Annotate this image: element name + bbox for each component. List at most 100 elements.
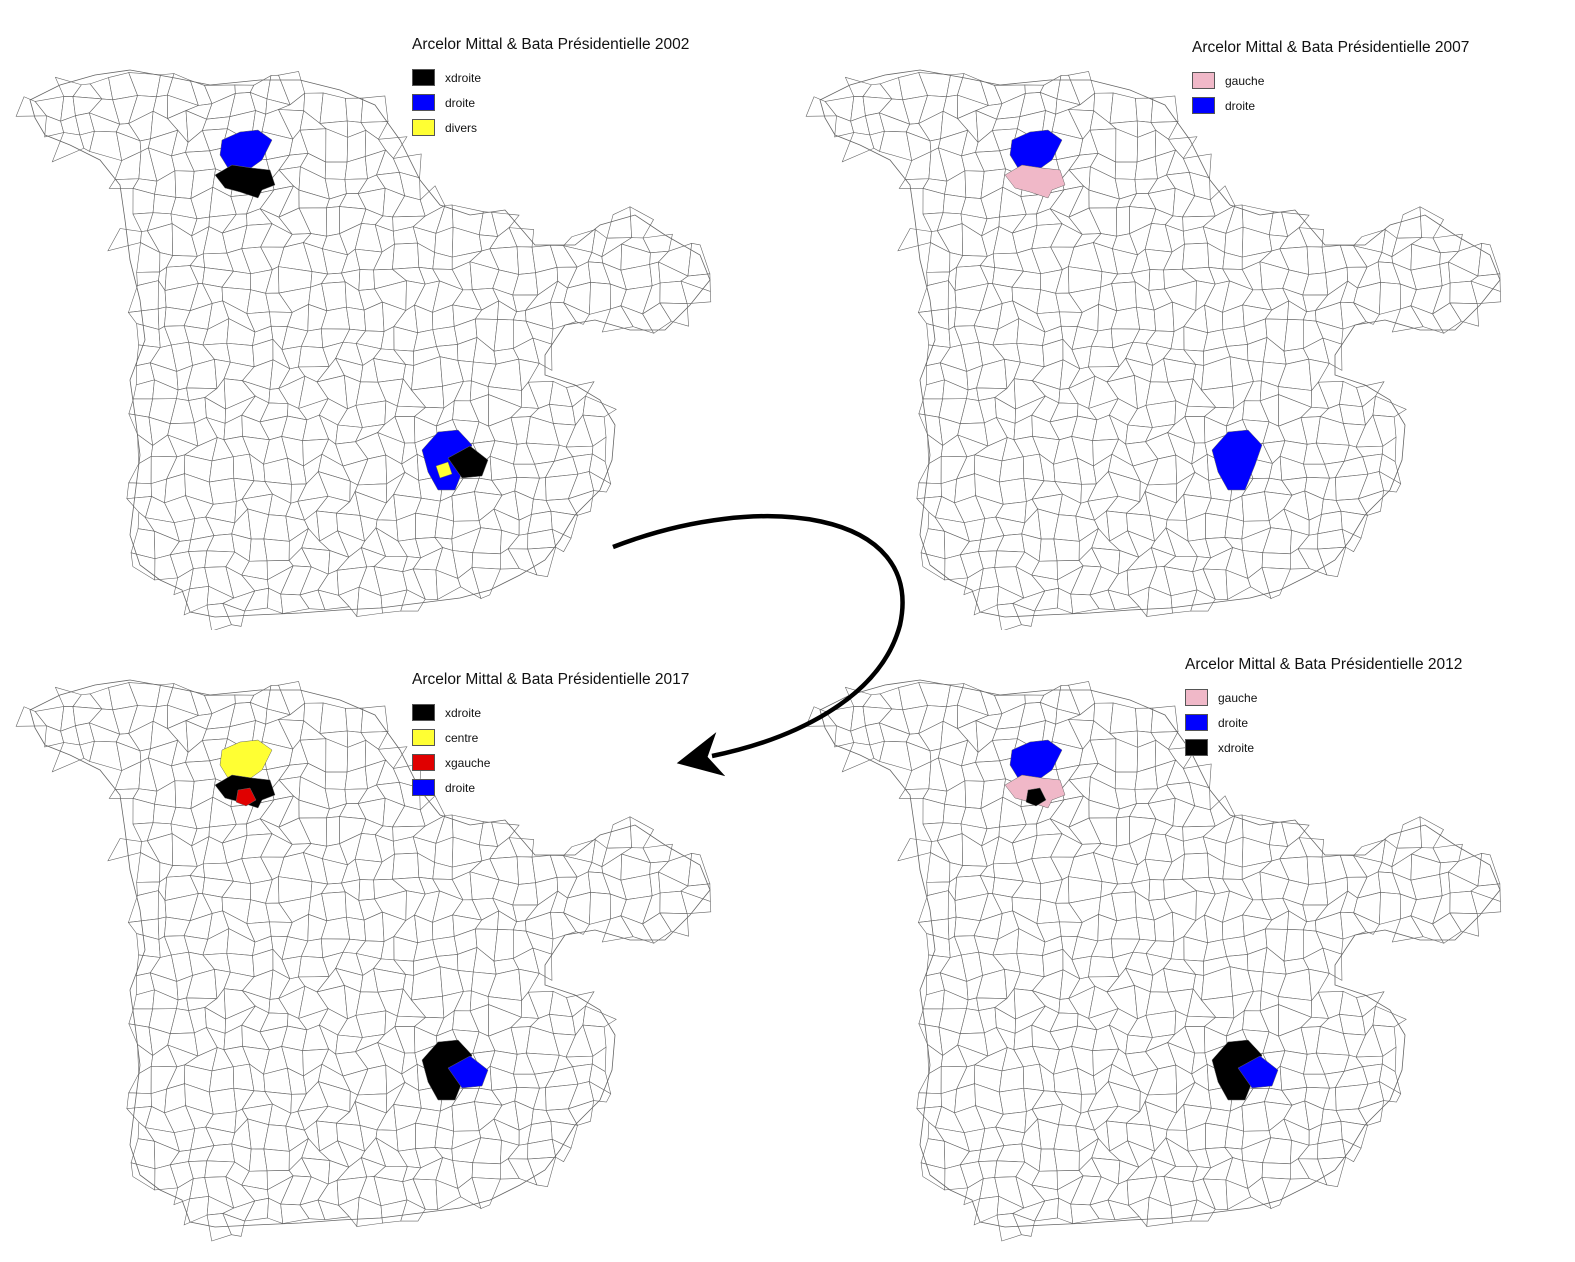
commune-cell [126,482,152,499]
map-2017 [15,679,712,1242]
commune-cell [1339,1013,1366,1036]
commune-cell [1150,95,1179,123]
commune-cell [51,132,85,163]
commune-cell [1205,512,1228,540]
commune-cell [1012,602,1035,627]
commune-mesh [805,71,1502,630]
commune-cell [326,816,340,847]
commune-cell [263,538,290,562]
commune-cell [208,1066,235,1093]
legend-swatch [412,69,435,86]
commune-cell [629,816,654,849]
commune-cell [1182,852,1210,880]
commune-cell [532,337,553,371]
map-legend: gauche droite [1192,68,1264,118]
commune-cell [107,228,142,252]
commune-cell [358,269,375,291]
legend-label: xdroite [1218,740,1255,755]
commune-cell [360,95,389,123]
map-title: Arcelor Mittal & Bata Présidentielle 200… [412,36,690,53]
commune-cell [1136,916,1156,942]
commune-cell [345,707,364,733]
commune-cell [916,482,942,499]
map-title: Arcelor Mittal & Bata Présidentielle 201… [412,671,690,688]
commune-cell [319,702,348,734]
legend-swatch [1185,714,1208,731]
commune-mesh [15,71,712,630]
commune-cell [1379,281,1401,315]
commune-cell [841,132,875,163]
legend-swatch [412,94,435,111]
commune-cell [1114,771,1138,790]
commune-cell [1109,702,1138,734]
legend-item: xdroite [1185,735,1257,760]
commune-cell [897,228,932,252]
commune-cell [1109,92,1138,124]
map-legend: gauche droite xdroite [1185,685,1257,760]
commune-cell [1135,97,1154,123]
commune-cell [629,206,654,239]
commune-cell [127,280,159,313]
commune-cell [917,890,949,923]
commune-cell [998,477,1027,505]
commune-cell [680,280,712,304]
commune-cell [589,281,611,315]
commune-cell [126,1092,152,1109]
commune-cell [549,403,576,426]
commune-cell [1357,490,1385,516]
commune-cell [562,912,590,935]
legend-item: droite [412,775,490,800]
commune-cell [1449,302,1479,327]
commune-cell [1379,891,1401,925]
legend-swatch [1185,689,1208,706]
commune-cell [1261,1162,1291,1180]
commune-cell [222,1212,245,1237]
commune-cell [588,470,612,493]
commune-cell [1261,567,1291,599]
commune-cell [493,929,514,962]
commune-cell [567,490,595,516]
commune-cell [324,771,348,790]
commune-cell [1322,947,1343,981]
map-title: Arcelor Mittal & Bata Présidentielle 200… [1192,39,1470,56]
region-outline [29,679,711,1228]
commune-cell [400,589,426,612]
commune-cell [263,1148,290,1172]
commune-cell [1114,161,1138,180]
commune-cell [208,456,235,483]
legend-swatch [1192,72,1215,89]
commune-cell [319,92,348,124]
commune-cell [392,852,420,880]
legend-label: droite [445,95,476,110]
highlight-south-divers [435,461,453,479]
commune-cell [263,1124,290,1152]
legend-label: droite [445,780,476,795]
commune-cell [1148,269,1165,291]
commune-cell [588,1080,612,1103]
legend-label: droite [1218,715,1249,730]
map-2012 [805,679,1502,1242]
commune-cell [493,319,514,352]
legend-label: divers [445,120,478,135]
commune-cell [1449,912,1479,937]
legend-item: xdroite [412,700,490,725]
commune-cell [222,602,245,627]
map-2007 [805,69,1502,630]
highlight-north-xdroite [214,164,276,199]
commune-cell [1378,1080,1402,1103]
map-panel-2002: Arcelor Mittal & Bata Présidentielle 200… [0,0,780,630]
legend-label: xdroite [445,705,482,720]
commune-cell [1419,206,1444,239]
legend-swatch [412,754,435,771]
commune-cell [432,326,458,347]
commune-cell [549,1013,576,1036]
commune-cell [916,1092,942,1109]
highlight-north-gauche [1004,164,1066,199]
commune-cell [1419,816,1444,849]
commune-cell [1053,538,1080,562]
legend-item: droite [1192,93,1264,118]
region-outline [819,69,1501,618]
commune-mesh [805,681,1502,1242]
commune-cell [562,302,590,325]
commune-cell [1283,929,1304,962]
